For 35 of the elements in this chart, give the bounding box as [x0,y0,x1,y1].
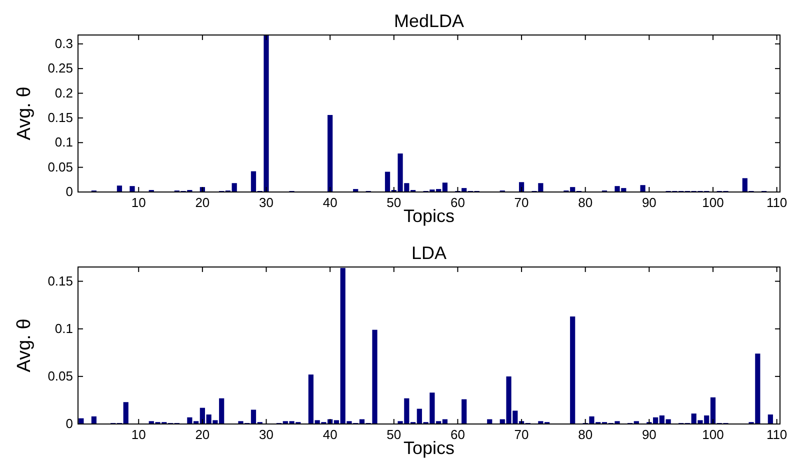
x-tick-label: 100 [702,427,724,442]
x-tick-label: 30 [259,195,274,210]
x-tick-label: 70 [514,195,529,210]
chart-title: LDA [411,243,447,263]
x-tick-label: 110 [766,195,788,210]
y-tick-label: 0.1 [54,134,73,150]
x-tick-label: 10 [131,195,146,210]
x-tick-label: 50 [386,195,402,210]
x-tick-label: 110 [766,427,788,442]
x-tick-label: 30 [259,427,274,442]
x-tick-label: 20 [195,427,210,442]
y-tick-label: 0 [66,184,73,199]
x-tick-label: 90 [642,195,656,210]
y-tick-label: 0.1 [54,320,73,336]
y-tick-label: 0 [66,416,73,431]
y-tick-label: 0.3 [54,36,73,51]
y-tick-label: 0.25 [48,60,73,76]
x-tick-label: 40 [322,195,338,210]
x-tick-label: 70 [514,427,529,442]
y-tick-label: 0.15 [48,273,73,288]
y-axis-title: Avg. θ [14,86,35,140]
x-tick-label: 80 [578,427,593,442]
y-tick-label: 0.05 [48,368,73,384]
x-tick-label: 10 [131,427,146,442]
x-tick-label: 40 [322,427,338,442]
y-tick-label: 0.15 [48,110,73,125]
y-tick-label: 0.05 [48,159,73,174]
x-tick-label: 100 [702,195,724,210]
x-tick-label: 80 [578,195,593,210]
x-tick-label: 20 [195,195,210,210]
y-axis-title: Avg. θ [14,318,35,372]
x-tick-label: 50 [386,427,402,442]
chart-title: MedLDA [394,11,464,31]
x-tick-label: 90 [642,427,656,442]
y-tick-label: 0.2 [54,85,73,100]
